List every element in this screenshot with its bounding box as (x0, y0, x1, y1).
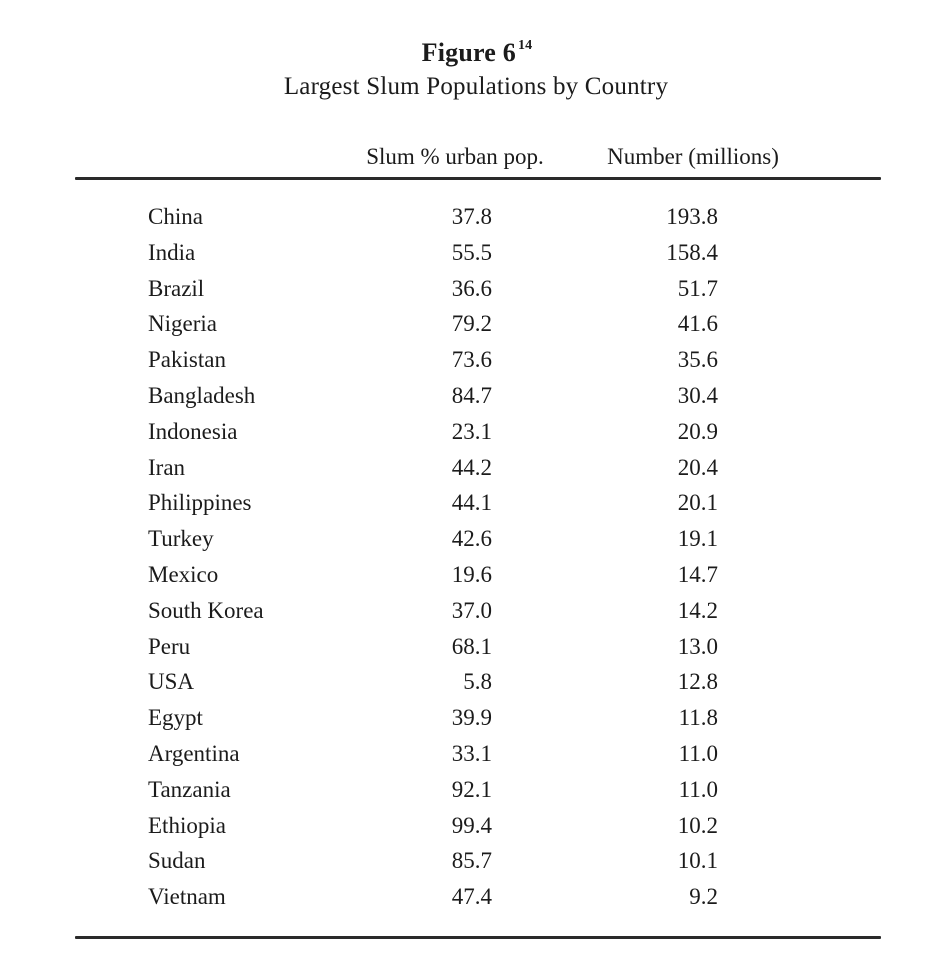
table-row: Egypt 39.9 11.8 (75, 700, 881, 736)
number-millions-cell: 51.7 (677, 275, 718, 301)
slum-percent-cell: 84.7 (451, 382, 492, 408)
number-millions-cell: 10.2 (677, 812, 718, 838)
slum-percent-cell: 5.8 (463, 669, 492, 695)
slum-percent-cell: 39.9 (451, 705, 492, 731)
table-row: Turkey 42.6 19.1 (75, 521, 881, 557)
country-cell: Indonesia (148, 418, 238, 444)
table-row: Iran 44.2 20.4 (75, 450, 881, 486)
country-cell: Egypt (148, 705, 203, 731)
slum-percent-cell: 68.1 (451, 633, 492, 659)
table-row: Mexico 19.6 14.7 (75, 557, 881, 593)
table-row: Indonesia 23.1 20.9 (75, 414, 881, 450)
slum-percent-cell: 19.6 (451, 561, 492, 587)
table-row: USA 5.8 12.8 (75, 664, 881, 700)
country-cell: Pakistan (148, 347, 226, 373)
number-millions-cell: 158.4 (666, 239, 718, 265)
number-millions-cell: 193.8 (666, 204, 718, 229)
header-rule (75, 177, 881, 180)
number-millions-cell: 12.8 (677, 669, 718, 695)
slum-percent-cell: 37.8 (451, 204, 492, 229)
slum-percent-cell: 79.2 (451, 311, 492, 337)
number-millions-cell: 11.0 (678, 740, 718, 766)
number-millions-cell: 35.6 (677, 347, 718, 373)
bottom-rule (75, 936, 881, 939)
table-row: Vietnam 47.4 9.2 (75, 879, 881, 915)
table-row: Sudan 85.7 10.1 (75, 843, 881, 879)
figure-label: Figure 6 (421, 38, 516, 67)
number-millions-cell: 20.1 (677, 490, 718, 516)
slum-percent-cell: 36.6 (451, 275, 492, 301)
slum-percent-cell: 99.4 (451, 812, 492, 838)
number-millions-cell: 14.7 (677, 561, 718, 587)
slum-percent-cell: 44.2 (451, 454, 492, 480)
table-row: Pakistan 73.6 35.6 (75, 342, 881, 378)
slum-percent-cell: 85.7 (451, 848, 492, 874)
title-block: Figure 6 14 Largest Slum Populations by C… (0, 38, 952, 101)
number-millions-cell: 10.1 (677, 848, 718, 874)
country-cell: Argentina (148, 740, 240, 766)
slum-percent-cell: 55.5 (451, 239, 492, 265)
number-millions-cell: 11.8 (678, 705, 718, 731)
table-row: China 37.8 193.8 (75, 199, 881, 235)
slum-percent-cell: 73.6 (451, 347, 492, 373)
country-cell: Iran (148, 454, 186, 480)
country-cell: Ethiopia (148, 812, 226, 838)
column-header-number-millions: Number (millions) (607, 144, 779, 169)
country-cell: Sudan (148, 848, 206, 874)
country-cell: South Korea (148, 597, 264, 623)
number-millions-cell: 13.0 (677, 633, 718, 659)
country-cell: USA (148, 669, 195, 695)
country-cell: Nigeria (148, 311, 217, 337)
table-row: Tanzania 92.1 11.0 (75, 772, 881, 808)
country-cell: Tanzania (148, 776, 231, 802)
country-cell: Mexico (148, 561, 219, 587)
number-millions-cell: 41.6 (677, 311, 718, 337)
slum-percent-cell: 44.1 (451, 490, 492, 516)
footnote-reference: 14 (517, 38, 533, 54)
slum-percent-cell: 37.0 (451, 597, 492, 623)
number-millions-cell: 14.2 (677, 597, 718, 623)
slum-percent-cell: 23.1 (451, 418, 492, 444)
table-row: South Korea 37.0 14.2 (75, 593, 881, 629)
slum-percent-cell: 47.4 (451, 884, 492, 910)
country-cell: Vietnam (148, 884, 226, 910)
column-header-slum-percent: Slum % urban pop. (366, 144, 544, 169)
country-cell: China (148, 204, 203, 229)
number-millions-cell: 20.4 (677, 454, 718, 480)
number-millions-cell: 19.1 (677, 526, 718, 552)
number-millions-cell: 11.0 (678, 776, 718, 802)
figure-title: Figure 6 14 (0, 38, 952, 68)
country-cell: Philippines (148, 490, 252, 516)
table-row: India 55.5 158.4 (75, 235, 881, 271)
slum-percent-cell: 33.1 (451, 740, 492, 766)
data-table: Slum % urban pop. Number (millions) Chin… (75, 0, 881, 960)
figure-subtitle: Largest Slum Populations by Country (283, 73, 669, 100)
slum-percent-cell: 42.6 (451, 526, 492, 552)
number-millions-cell: 9.2 (689, 884, 718, 910)
table-row: Brazil 36.6 51.7 (75, 271, 881, 307)
slum-percent-cell: 92.1 (451, 776, 492, 802)
table-row: Ethiopia 99.4 10.2 (75, 808, 881, 844)
country-cell: Brazil (148, 275, 205, 301)
number-millions-cell: 20.9 (677, 418, 718, 444)
country-cell: Bangladesh (148, 382, 256, 408)
table-row: Philippines 44.1 20.1 (75, 485, 881, 521)
table-row: Argentina 33.1 11.0 (75, 736, 881, 772)
country-cell: Peru (148, 633, 191, 659)
table-body: China 37.8 193.8 India 55.5 158.4 Brazil… (75, 199, 881, 915)
country-cell: India (148, 239, 196, 265)
table-row: Peru 68.1 13.0 (75, 629, 881, 665)
table-row: Nigeria 79.2 41.6 (75, 306, 881, 342)
table-row: Bangladesh 84.7 30.4 (75, 378, 881, 414)
country-cell: Turkey (148, 526, 214, 552)
number-millions-cell: 30.4 (677, 382, 718, 408)
